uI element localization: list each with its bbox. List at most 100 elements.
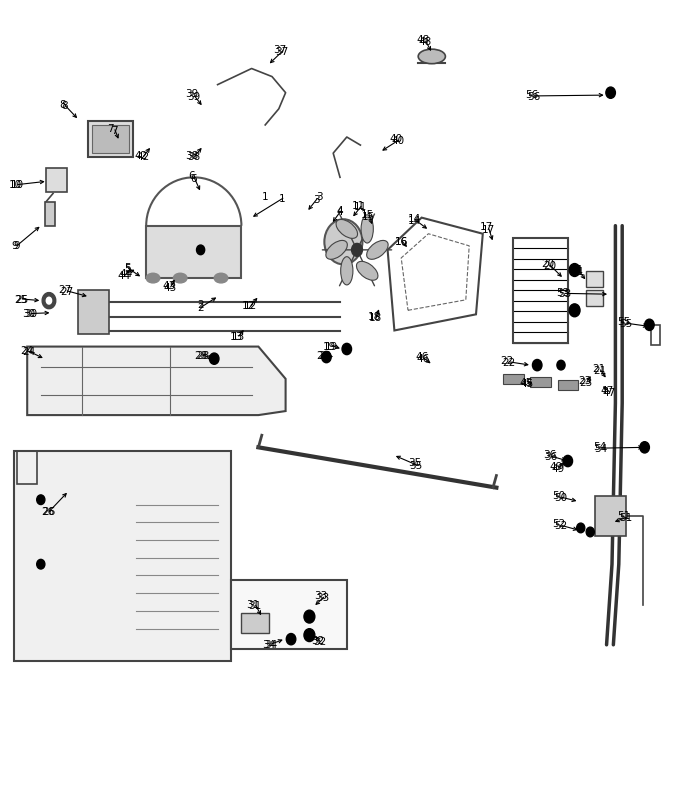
Text: 56: 56 — [525, 90, 539, 100]
Text: 27: 27 — [58, 285, 71, 295]
FancyArrowPatch shape — [358, 214, 375, 247]
Text: 53: 53 — [556, 288, 570, 297]
Text: 10: 10 — [8, 181, 22, 190]
Bar — [513, 238, 568, 343]
Text: 45: 45 — [519, 378, 532, 388]
Text: 14: 14 — [408, 216, 422, 226]
Text: 24: 24 — [20, 346, 34, 355]
Circle shape — [563, 455, 573, 467]
Text: 44: 44 — [118, 271, 131, 280]
Text: 41: 41 — [570, 265, 583, 275]
Text: 55: 55 — [617, 318, 631, 327]
Text: 49: 49 — [551, 464, 564, 474]
Text: 1: 1 — [262, 193, 269, 202]
Text: 20: 20 — [541, 260, 554, 269]
Circle shape — [37, 559, 45, 569]
Ellipse shape — [146, 273, 160, 283]
Text: 41: 41 — [571, 267, 585, 276]
Text: 45: 45 — [520, 380, 534, 389]
Bar — [530, 377, 551, 387]
Text: 7: 7 — [107, 124, 114, 134]
Text: 50: 50 — [554, 493, 568, 503]
Text: 48: 48 — [418, 37, 432, 47]
Text: 10: 10 — [10, 181, 24, 190]
Text: 51: 51 — [617, 511, 631, 521]
Bar — [92, 125, 129, 153]
Text: 33: 33 — [316, 593, 330, 603]
Text: 43: 43 — [163, 283, 177, 293]
Text: 52: 52 — [554, 521, 568, 531]
Text: 27: 27 — [60, 287, 73, 297]
Circle shape — [645, 319, 654, 330]
Text: 5: 5 — [124, 264, 131, 274]
Circle shape — [324, 219, 362, 264]
Text: 48: 48 — [416, 35, 430, 45]
Circle shape — [569, 304, 580, 317]
Text: 18: 18 — [367, 312, 381, 322]
Text: 49: 49 — [549, 463, 563, 472]
Text: 21: 21 — [592, 364, 605, 374]
Circle shape — [606, 87, 615, 98]
Circle shape — [640, 442, 649, 453]
Text: 5: 5 — [124, 263, 131, 272]
Text: 19: 19 — [325, 342, 339, 351]
Text: 54: 54 — [593, 442, 607, 452]
Text: 35: 35 — [408, 459, 422, 468]
Bar — [45, 202, 55, 226]
Text: 31: 31 — [248, 601, 262, 611]
Text: 37: 37 — [273, 45, 287, 55]
Circle shape — [304, 629, 315, 642]
Bar — [46, 168, 67, 192]
Bar — [78, 290, 109, 334]
Text: 9: 9 — [12, 241, 18, 251]
Text: 22: 22 — [502, 358, 515, 368]
Text: 39: 39 — [185, 89, 199, 99]
Text: 16: 16 — [394, 237, 408, 247]
Text: 18: 18 — [369, 314, 382, 323]
Text: 39: 39 — [187, 92, 201, 102]
Text: 1: 1 — [279, 194, 286, 204]
Text: 14: 14 — [408, 214, 422, 224]
Text: 8: 8 — [59, 100, 66, 110]
Text: 7: 7 — [111, 126, 118, 135]
Circle shape — [209, 353, 219, 364]
FancyArrowPatch shape — [358, 252, 375, 286]
Ellipse shape — [173, 273, 187, 283]
Bar — [14, 451, 231, 661]
Text: 6: 6 — [188, 171, 195, 181]
Bar — [595, 496, 626, 536]
Text: 3: 3 — [313, 195, 320, 205]
Circle shape — [304, 610, 315, 623]
Text: 34: 34 — [262, 640, 275, 650]
Text: 22: 22 — [500, 356, 513, 366]
Text: 47: 47 — [602, 388, 615, 397]
Text: 52: 52 — [552, 519, 566, 529]
Text: 42: 42 — [135, 151, 148, 160]
Text: 36: 36 — [543, 451, 556, 460]
Text: 51: 51 — [619, 513, 632, 523]
Text: 42: 42 — [136, 152, 150, 162]
Bar — [146, 226, 241, 278]
Polygon shape — [27, 347, 286, 415]
Text: 38: 38 — [185, 151, 199, 160]
Text: 4: 4 — [337, 206, 343, 216]
Text: 21: 21 — [593, 366, 607, 376]
Bar — [17, 451, 37, 484]
Text: 32: 32 — [311, 636, 324, 646]
FancyArrowPatch shape — [339, 214, 356, 247]
Text: 6: 6 — [190, 174, 197, 184]
Text: 17: 17 — [481, 225, 495, 235]
Text: 16: 16 — [394, 237, 408, 247]
Text: 15: 15 — [362, 212, 375, 222]
Text: 30: 30 — [24, 310, 37, 319]
Ellipse shape — [367, 240, 388, 260]
Text: 25: 25 — [15, 295, 29, 305]
Text: 26: 26 — [42, 507, 56, 517]
Text: 33: 33 — [314, 592, 328, 601]
Ellipse shape — [418, 49, 445, 64]
Circle shape — [286, 634, 296, 645]
Text: 50: 50 — [552, 491, 566, 501]
Text: 38: 38 — [187, 152, 201, 162]
Text: 29: 29 — [316, 351, 330, 361]
Text: 53: 53 — [558, 289, 571, 299]
